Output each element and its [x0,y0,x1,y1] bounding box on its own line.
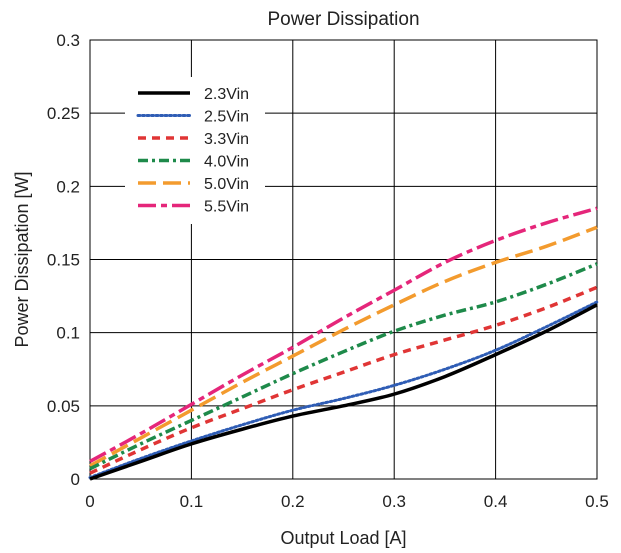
x-tick-label: 0.1 [180,492,204,511]
x-tick-label: 0 [85,492,94,511]
y-tick-label: 0.05 [47,397,80,416]
legend-label: 4.0Vin [204,154,249,171]
legend-label: 3.3Vin [204,131,249,148]
legend-label: 5.5Vin [204,199,249,216]
y-tick-label: 0.15 [47,251,80,270]
x-tick-label: 0.4 [484,492,508,511]
y-tick-label: 0 [71,470,80,489]
x-axis-label: Output Load [A] [280,528,406,548]
legend-label: 2.5Vin [204,109,249,126]
chart-title: Power Dissipation [267,9,419,30]
series-lines [88,206,599,481]
legend-background [125,77,265,224]
y-tick-label: 0.2 [56,177,80,196]
series-line-2-5vin [88,300,599,480]
legend: 2.3Vin 2.5Vin 3.3Vin 4.0Vin 5.0Vin 5.5Vin [125,77,265,224]
legend-label: 5.0Vin [204,176,249,193]
y-tick-label: 0.3 [56,31,80,50]
tick-labels: 0 0.1 0.2 0.3 0.4 0.5 0 0.05 0.1 0.15 0.2 0.25 0.3 [47,31,609,511]
y-tick-label: 0.25 [47,104,80,123]
x-tick-label: 0.5 [585,492,609,511]
series-line-4-0vin [89,262,598,471]
series-line-2-3vin [89,303,598,481]
series-line-5-5vin [89,206,598,463]
x-tick-label: 0.3 [382,492,406,511]
x-tick-label: 0.2 [281,492,305,511]
y-axis-label: Power Dissipation [W] [12,171,32,347]
y-tick-label: 0.1 [56,324,80,343]
series-line-3-3vin [89,285,598,475]
plot-frame [89,39,598,480]
series-line-5-0vin [89,225,598,468]
legend-label: 2.3Vin [204,86,249,103]
